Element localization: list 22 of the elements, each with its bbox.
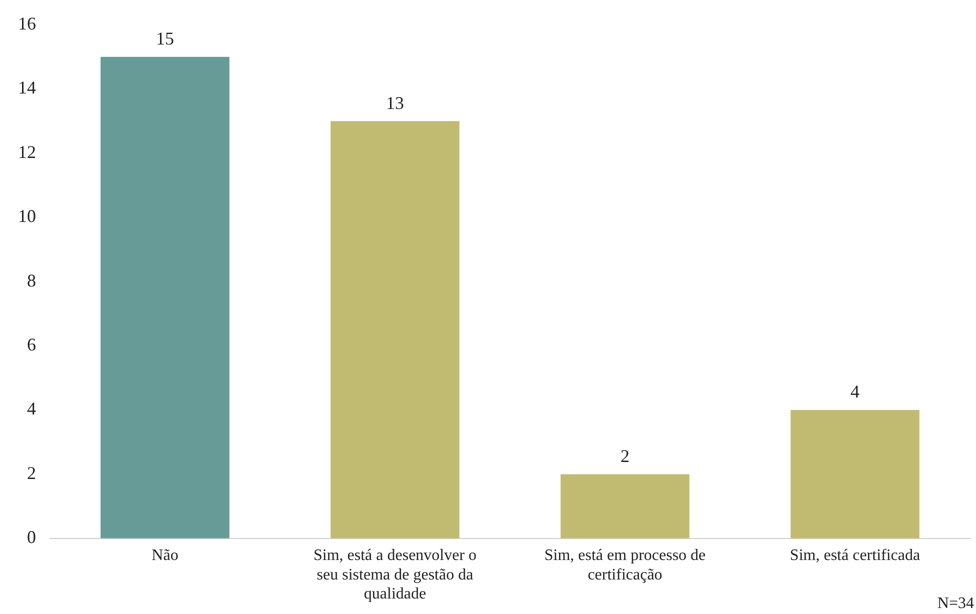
- y-tick-label: 14: [18, 78, 36, 98]
- text: N=34: [937, 595, 974, 612]
- data-label: 15: [156, 28, 174, 49]
- y-tick-label: 10: [18, 206, 36, 226]
- data-label: 13: [386, 92, 404, 113]
- y-tick-label: 16: [18, 14, 36, 34]
- x-tick-label: Sim, está em processo de certificação: [544, 547, 706, 584]
- bar: [330, 121, 460, 538]
- y-tick-label: 12: [18, 142, 36, 162]
- data-label: 2: [620, 446, 630, 466]
- bar: [560, 474, 690, 538]
- y-tick-label: 2: [27, 462, 36, 483]
- x-tick-label: Não: [152, 547, 178, 564]
- bar: [100, 56, 230, 538]
- y-tick-label: 0: [27, 527, 36, 548]
- bar: [790, 410, 920, 538]
- x-tick-label: Sim, está certificada: [790, 547, 920, 564]
- data-label: 4: [850, 382, 860, 402]
- y-tick-label: 8: [27, 270, 36, 290]
- y-tick-label: 6: [27, 334, 36, 355]
- y-tick-label: 4: [27, 398, 36, 419]
- x-tick-label: Sim, está a desenvolver o seu sistema de gestão da qualidade: [313, 547, 477, 603]
